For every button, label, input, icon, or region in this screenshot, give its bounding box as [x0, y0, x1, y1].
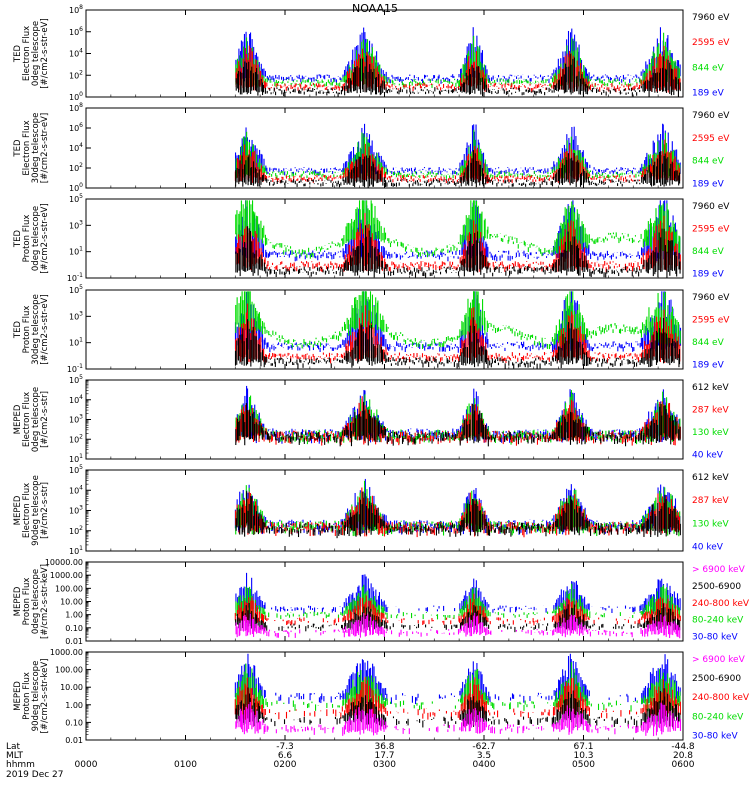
y-tick-label: 106	[69, 26, 83, 37]
legend-entry: 7960 eV	[692, 202, 730, 212]
legend-entry: 189 eV	[692, 361, 725, 371]
series-7960-eV	[234, 317, 681, 369]
legend-entry: 189 eV	[692, 180, 725, 190]
y-axis-label: [#/cm2-s-str-eV]	[40, 113, 50, 183]
y-tick-label: 105	[69, 284, 83, 295]
y-tick-label: 10-1	[67, 272, 83, 283]
legend-entry: 844 eV	[692, 157, 725, 167]
y-tick-label: 10-1	[67, 363, 83, 374]
y-axis-label: [#/cm2-s-str-eV]	[40, 18, 50, 88]
series-189-eV	[235, 27, 681, 84]
y-tick-label: 102	[69, 69, 83, 80]
y-axis-label: TED	[13, 44, 23, 63]
y-tick-label: 108	[69, 102, 83, 113]
legend-entry: 7960 eV	[692, 111, 730, 121]
y-tick-label: 101	[69, 246, 83, 257]
y-tick-label: 100	[69, 182, 83, 193]
panel-1: 100 102 104 106 108 TED Electron Flux 0deg tele…	[13, 4, 730, 102]
y-tick-label: 104	[69, 142, 83, 153]
y-axis-label: TED	[13, 320, 23, 339]
legend-entry: 844 eV	[692, 338, 725, 348]
series-2595-eV	[235, 303, 681, 364]
panel-4: 10-1 101 103 105 TED Proton Flux 30deg telesco…	[13, 284, 730, 374]
legend-entry: 2595 eV	[692, 134, 730, 144]
y-tick-label: 101	[69, 337, 83, 348]
y-tick-label: 105	[69, 193, 83, 204]
y-axis-label: 30deg telescope	[31, 294, 41, 365]
legend-entry: 2595 eV	[692, 38, 730, 48]
y-tick-label: 104	[69, 48, 83, 59]
legend-entry: 189 eV	[692, 88, 725, 98]
y-axis-label: [#/cm2-s-str-eV]	[40, 294, 50, 364]
legend-entry: 844 eV	[692, 63, 725, 73]
series-189-eV	[235, 123, 681, 176]
y-tick-label: 103	[69, 219, 83, 230]
legend-entry: 7960 eV	[692, 293, 730, 303]
series-189-eV	[234, 291, 682, 353]
y-axis-label: Electron Flux	[22, 26, 32, 81]
y-axis-label: Proton Flux	[22, 215, 32, 263]
legend-entry: 844 eV	[692, 247, 725, 257]
legend-entry: 2595 eV	[692, 225, 730, 235]
series-7960-eV	[235, 150, 681, 188]
series-844-eV	[235, 200, 681, 259]
legend-entry: 2595 eV	[692, 316, 730, 326]
y-axis-label: Electron Flux	[22, 120, 32, 175]
y-axis-label: [#/cm2-s-str-eV]	[40, 203, 50, 273]
y-tick-label: 103	[69, 310, 83, 321]
series-7960-eV	[235, 225, 681, 278]
panel-3: 10-1 101 103 105 TED Proton Flux 0deg telescop…	[13, 193, 730, 283]
panel-2: 100 102 104 106 108 TED Electron Flux 30deg tel…	[13, 102, 730, 193]
y-axis-label: TED	[13, 139, 23, 158]
legend-entry: 189 eV	[692, 270, 725, 280]
y-tick-label: 100	[69, 91, 83, 102]
y-axis-label: TED	[13, 229, 23, 248]
y-axis-label: 0deg telescope	[31, 206, 41, 271]
chart-title: NOAA15	[351, 2, 399, 15]
series-2595-eV	[235, 45, 681, 93]
y-axis-label: 0deg telescope	[31, 21, 41, 86]
series-7960-eV	[235, 53, 681, 97]
y-axis-label: 30deg telescope	[31, 113, 41, 184]
series-844-eV	[235, 291, 681, 350]
y-axis-label: Proton Flux	[22, 306, 32, 354]
y-tick-label: 106	[69, 122, 83, 133]
legend-entry: 7960 eV	[692, 13, 730, 23]
y-tick-label: 108	[69, 4, 83, 15]
series-2595-eV	[234, 139, 681, 184]
y-tick-label: 102	[69, 162, 83, 173]
